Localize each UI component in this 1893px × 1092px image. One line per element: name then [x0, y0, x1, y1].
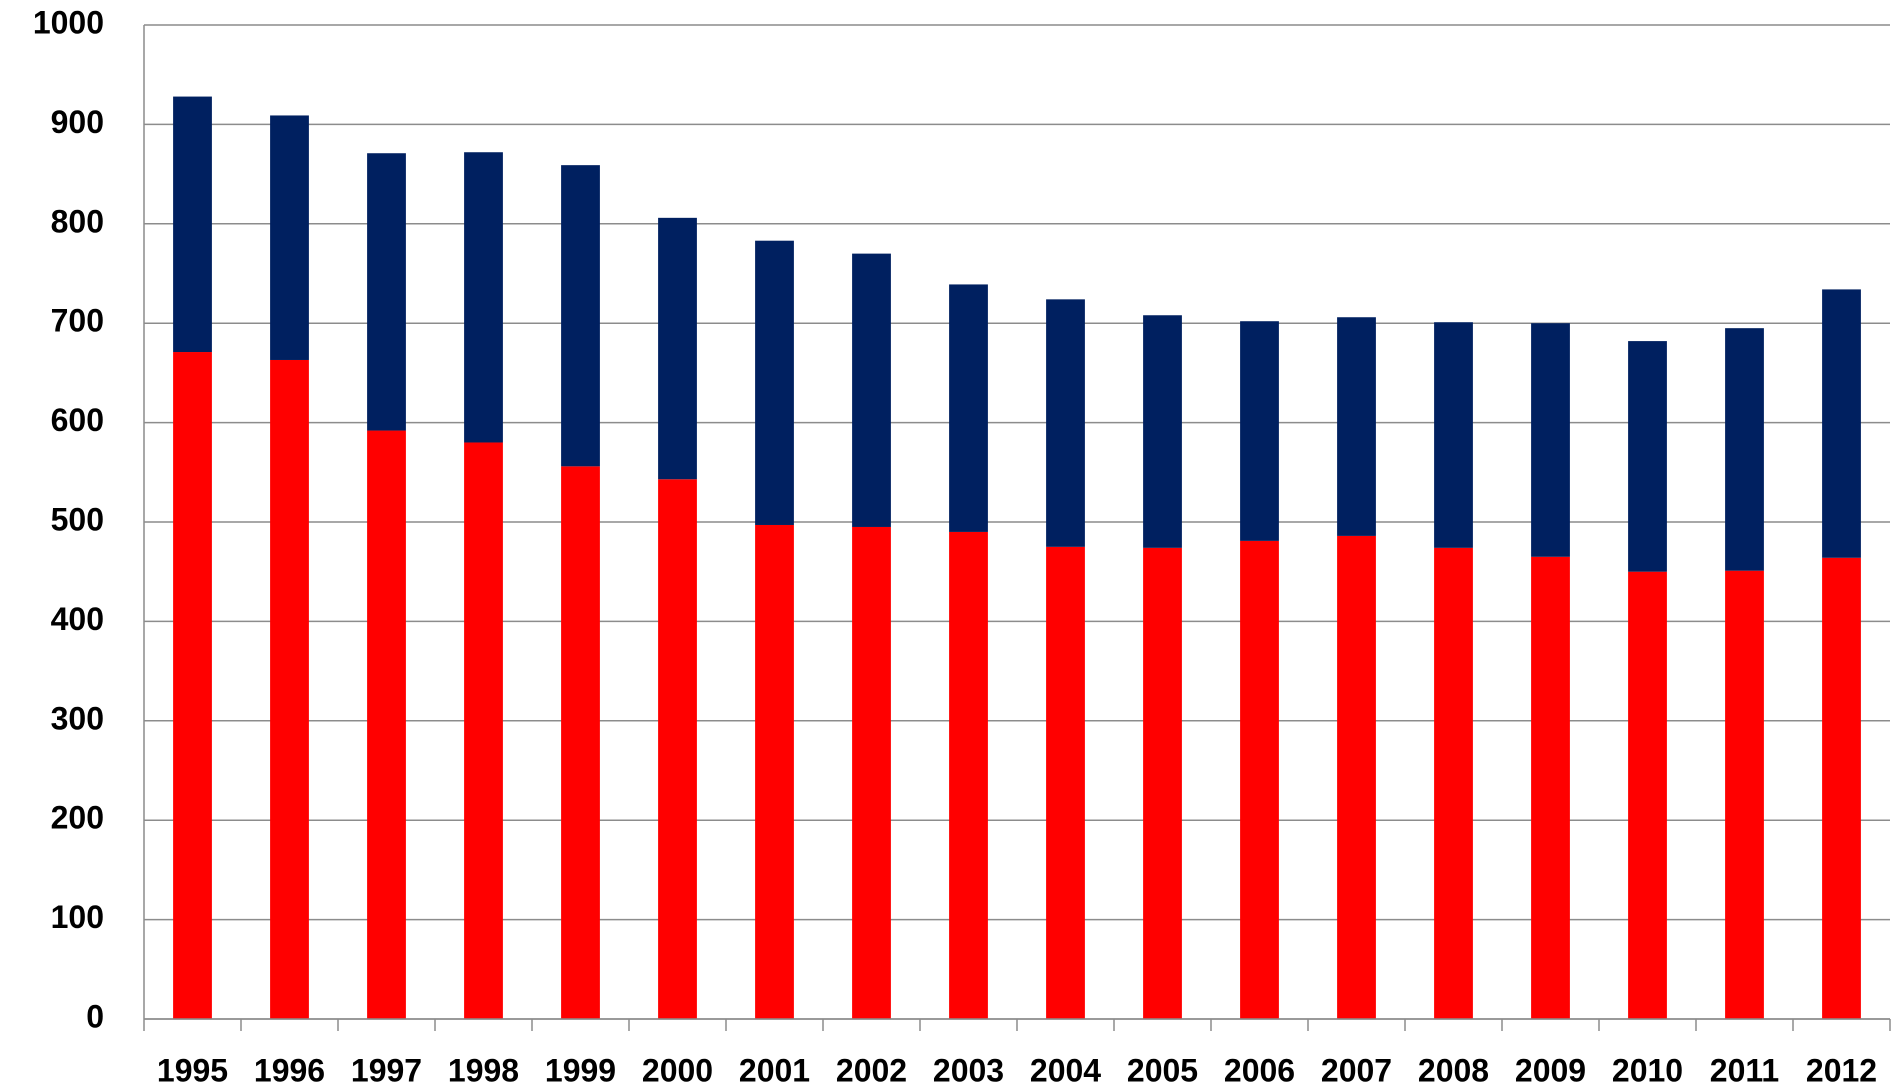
bar-segment: [755, 240, 794, 525]
bar-segment: [1531, 556, 1570, 1019]
bar-segment: [367, 430, 406, 1019]
y-tick-label: 200: [51, 800, 104, 836]
bar-segment: [1143, 315, 1182, 548]
bar-segment: [1725, 328, 1764, 571]
bar-segment: [1531, 323, 1570, 557]
x-tick-label: 1998: [448, 1052, 519, 1088]
bar-segment: [1337, 535, 1376, 1019]
bar-segment: [1822, 289, 1861, 558]
bar-segment: [1337, 317, 1376, 536]
y-tick-label: 800: [51, 203, 104, 239]
x-tick-label: 2002: [836, 1052, 907, 1088]
x-tick-label: 2012: [1806, 1052, 1877, 1088]
x-tick-label: 2010: [1612, 1052, 1683, 1088]
bar-segment: [1240, 540, 1279, 1019]
x-tick-label: 1996: [254, 1052, 325, 1088]
x-tick-label: 2008: [1418, 1052, 1489, 1088]
bar-segment: [1143, 547, 1182, 1019]
bar-segment: [949, 284, 988, 532]
x-tick-label: 2007: [1321, 1052, 1392, 1088]
bar-segment: [1628, 341, 1667, 572]
y-tick-label: 1000: [33, 4, 104, 40]
y-tick-label: 700: [51, 303, 104, 339]
x-tick-label: 2004: [1030, 1052, 1101, 1088]
bar-segment: [1628, 571, 1667, 1019]
bar-segment: [1046, 299, 1085, 547]
y-tick-label: 600: [51, 402, 104, 438]
y-tick-label: 300: [51, 700, 104, 736]
bar-segment: [1822, 557, 1861, 1019]
x-tick-label: 2005: [1127, 1052, 1198, 1088]
x-tick-label: 1995: [157, 1052, 228, 1088]
bar-segment: [1434, 547, 1473, 1019]
y-tick-label: 500: [51, 501, 104, 537]
bar-segment: [561, 165, 600, 467]
y-tick-label: 0: [86, 998, 104, 1034]
x-tick-label: 2006: [1224, 1052, 1295, 1088]
bar-segment: [852, 253, 891, 527]
bar-segment: [755, 524, 794, 1019]
bar-segment: [367, 153, 406, 431]
x-tick-label: 2009: [1515, 1052, 1586, 1088]
x-tick-label: 1997: [351, 1052, 422, 1088]
y-tick-label: 100: [51, 899, 104, 935]
bar-segment: [1434, 322, 1473, 548]
bar-segment: [1046, 546, 1085, 1019]
bar-segment: [852, 526, 891, 1019]
bar-segment: [949, 531, 988, 1019]
x-tick-label: 2000: [642, 1052, 713, 1088]
bar-segment: [270, 359, 309, 1019]
bar-segment: [1725, 570, 1764, 1019]
x-tick-label: 2001: [739, 1052, 810, 1088]
bar-segment: [658, 217, 697, 480]
bar-segment: [658, 479, 697, 1019]
x-tick-label: 2011: [1710, 1052, 1779, 1088]
bar-segment: [1240, 321, 1279, 541]
x-tick-label: 2003: [933, 1052, 1004, 1088]
y-tick-label: 400: [51, 601, 104, 637]
x-tick-label: 1999: [545, 1052, 616, 1088]
bar-segment: [464, 152, 503, 443]
bar-segment: [173, 96, 212, 353]
y-tick-label: 900: [51, 104, 104, 140]
bar-segment: [561, 466, 600, 1019]
bar-segment: [173, 352, 212, 1019]
bar-segment: [270, 115, 309, 360]
bar-segment: [464, 442, 503, 1020]
